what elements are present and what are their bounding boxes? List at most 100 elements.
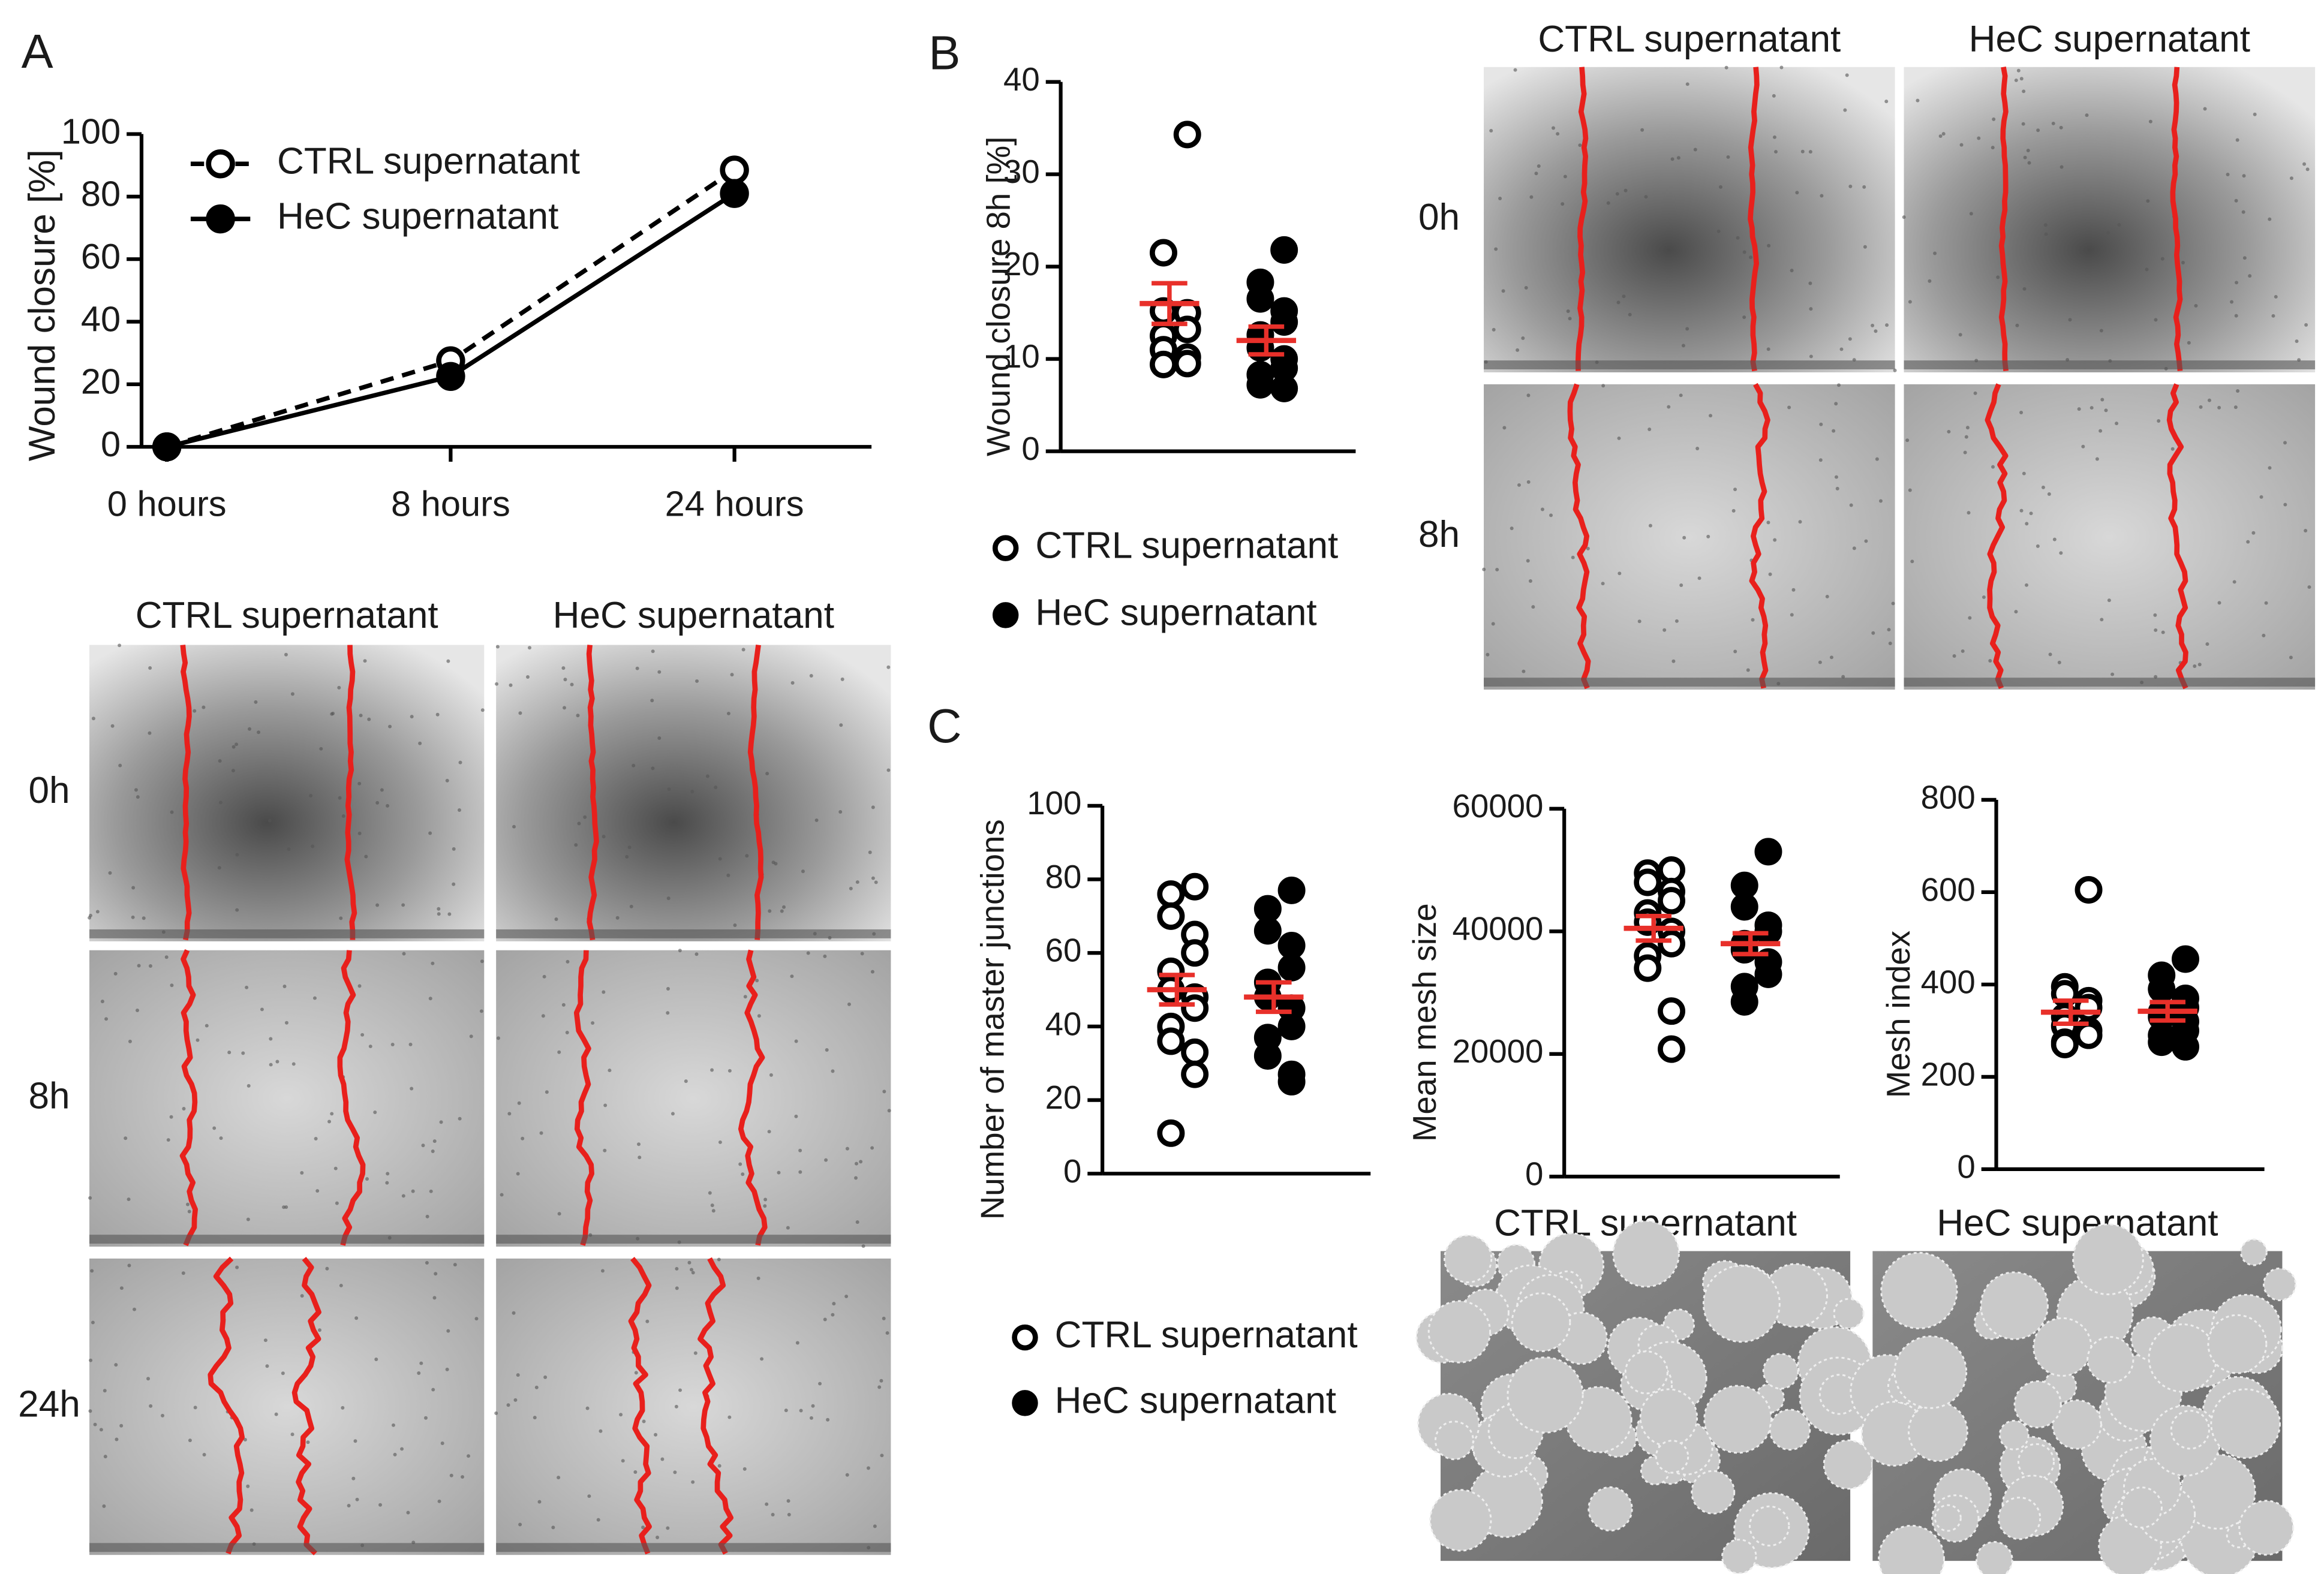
cell [2226, 173, 2230, 177]
cell [1973, 391, 1977, 395]
image-row-label: 8h [28, 1075, 70, 1116]
cell [2160, 257, 2164, 261]
cell [2115, 422, 2119, 426]
cell [402, 952, 406, 956]
cell [2153, 613, 2157, 617]
plate-edge [89, 929, 485, 938]
cell [2025, 583, 2029, 587]
cell [871, 805, 875, 809]
cell [650, 699, 654, 703]
cell [1513, 68, 1517, 72]
cell [660, 1457, 665, 1461]
mesh-cell [2051, 1399, 2102, 1450]
cell [1871, 631, 1875, 635]
cell [818, 1382, 822, 1386]
data-point [1754, 960, 1782, 988]
cell [1521, 336, 1525, 341]
cell [1832, 429, 1836, 433]
data-point [1157, 880, 1185, 908]
cell [148, 964, 152, 968]
data-point [152, 432, 182, 462]
cell [2289, 655, 2293, 660]
cell [794, 1114, 798, 1118]
cell [1941, 132, 1946, 136]
cell [400, 1447, 404, 1451]
cell [516, 1172, 520, 1176]
cell [2021, 122, 2025, 126]
cell [1820, 194, 1824, 198]
cell [445, 1367, 449, 1371]
cell [738, 1162, 742, 1166]
cell [887, 1109, 891, 1113]
cell [2242, 256, 2247, 260]
cell [1637, 619, 1641, 624]
cell [417, 1371, 421, 1375]
cell [674, 1404, 678, 1409]
cell [1624, 188, 1628, 192]
cell [354, 1316, 359, 1320]
cell [181, 1271, 185, 1275]
mesh-cell [1749, 1505, 1790, 1547]
cell [557, 1212, 561, 1216]
cell [2100, 618, 2104, 622]
cell [1958, 333, 1962, 337]
cell [2234, 198, 2238, 203]
y-axis-title: Wound closure [%] [22, 149, 63, 461]
cell [591, 1021, 595, 1025]
data-point [1270, 236, 1298, 264]
data-point [1150, 350, 1177, 378]
data-point [1181, 1038, 1209, 1066]
y-tick-label: 400 [1921, 964, 1976, 1000]
legend-marker [1012, 1324, 1038, 1351]
cell [1526, 559, 1530, 563]
cell [1988, 659, 1992, 663]
cell [1902, 215, 1906, 219]
cell [769, 1073, 773, 1077]
cell [855, 880, 859, 884]
cell [479, 1009, 483, 1013]
cell [1808, 150, 1812, 154]
cell [551, 1525, 555, 1530]
cell [136, 795, 140, 799]
cell [1556, 132, 1560, 136]
cell [2161, 630, 2165, 634]
wound-edge [747, 644, 764, 940]
cell [726, 711, 730, 715]
cell [1709, 414, 1713, 418]
cell [2148, 119, 2152, 124]
data-point [1270, 308, 1298, 336]
cell [2047, 492, 2051, 496]
cell [705, 774, 709, 778]
cell [1695, 447, 1700, 451]
cell [127, 1197, 131, 1202]
cell [1563, 174, 1567, 179]
cell [284, 1021, 288, 1025]
legend-label: CTRL supernatant [1055, 1314, 1358, 1356]
cell [385, 1181, 389, 1185]
cell [603, 1148, 607, 1152]
micrograph-bg [496, 950, 891, 1247]
cell [365, 1177, 369, 1181]
cell [839, 723, 843, 727]
cell [88, 1196, 92, 1200]
cell [1489, 128, 1493, 133]
y-tick-label: 20 [1045, 1079, 1082, 1116]
cell [108, 871, 112, 875]
cell [1848, 184, 1853, 188]
cell [518, 1522, 522, 1527]
cell [2193, 664, 2197, 668]
cell [542, 974, 546, 979]
cell [1837, 383, 1841, 387]
cell [1681, 344, 1685, 348]
mesh-cell [1833, 1298, 1865, 1329]
cell [401, 903, 405, 907]
cell [421, 1143, 425, 1148]
cell [219, 1136, 223, 1140]
data-point [436, 362, 465, 392]
data-point [1634, 868, 1662, 896]
cell [2025, 522, 2029, 526]
cell [1571, 555, 1575, 559]
cell [787, 1513, 791, 1516]
y-tick-label: 0 [1021, 431, 1039, 467]
cell [801, 869, 805, 874]
